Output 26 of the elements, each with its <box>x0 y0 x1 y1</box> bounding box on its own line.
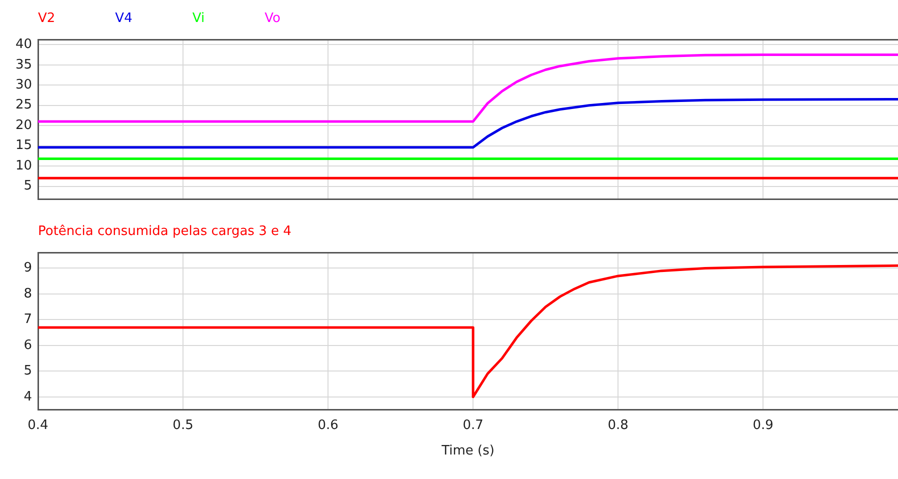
y-tick-label: 4 <box>24 389 32 404</box>
x-tick-label: 0.5 <box>172 418 194 433</box>
text: Potência consumida pelas cargas 3 e 4 <box>38 224 292 239</box>
x-tick-label: 0.7 <box>462 418 484 433</box>
y-tick-label: 10 <box>15 158 32 174</box>
text: V4 <box>115 11 132 26</box>
y-tick-label: 35 <box>15 57 32 72</box>
x-axis-title: Time (s) <box>440 444 494 459</box>
y-tick-label: 8 <box>24 286 32 302</box>
text: V2 <box>38 11 56 26</box>
y-tick-label: 15 <box>15 138 32 154</box>
y-tick-label: 5 <box>24 178 32 194</box>
x-tick-label: 0.8 <box>608 418 628 433</box>
text: Vo <box>264 11 280 26</box>
x-tick-label: 0.9 <box>752 418 774 433</box>
x-tick-label: 0.4 <box>28 418 48 433</box>
y-tick-label: 25 <box>15 98 32 113</box>
y-tick-label: 9 <box>24 260 32 276</box>
x-tick-label: 0.6 <box>318 418 338 433</box>
y-tick-label: 7 <box>24 312 32 328</box>
y-tick-label: 6 <box>24 338 32 353</box>
y-tick-label: 30 <box>15 77 32 92</box>
y-tick-label: 20 <box>15 118 32 133</box>
text: Vi <box>192 11 205 26</box>
y-tick-label: 40 <box>15 37 32 52</box>
y-tick-label: 5 <box>24 364 32 379</box>
